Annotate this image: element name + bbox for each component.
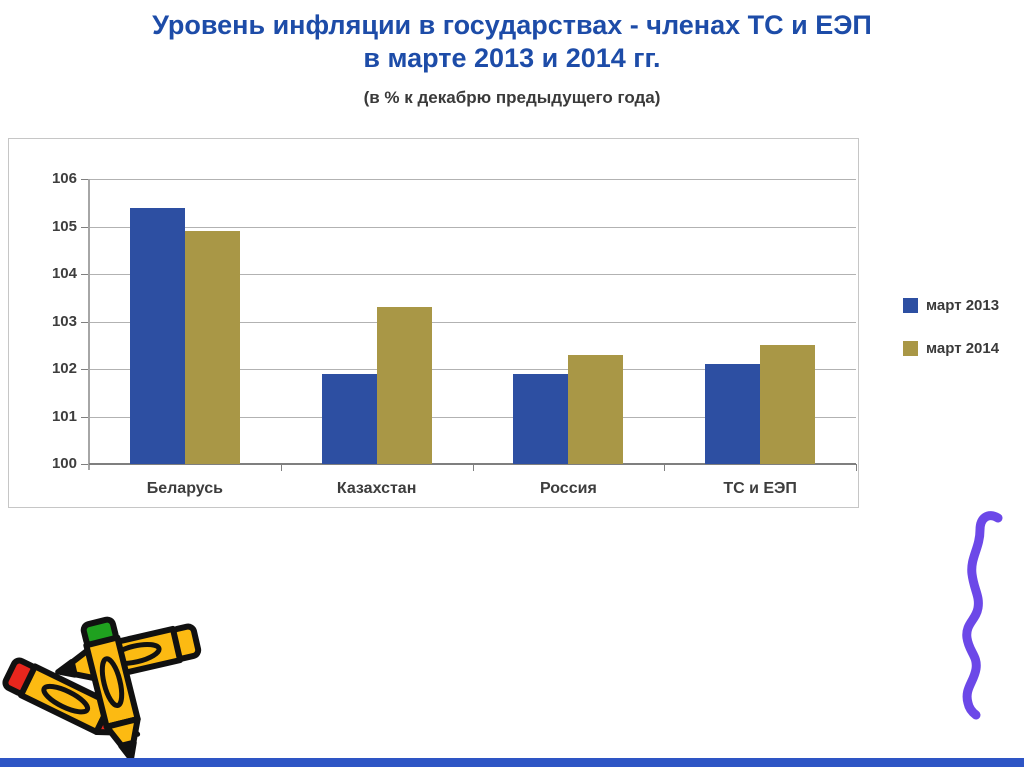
y-tick-label: 101 xyxy=(51,407,77,425)
y-axis-line xyxy=(88,179,90,470)
bar xyxy=(129,207,185,464)
legend-label: март 2014 xyxy=(926,340,1000,357)
gridline xyxy=(89,321,856,323)
legend-item: март 2014 xyxy=(903,340,999,357)
legend-item: март 2013 xyxy=(903,297,999,314)
legend-swatch-icon xyxy=(903,298,918,313)
x-tick-mark xyxy=(280,464,282,471)
x-tick-mark xyxy=(856,464,857,471)
bar xyxy=(184,231,240,464)
slide-title-line2: в марте 2013 и 2014 гг. xyxy=(363,43,661,73)
legend-swatch-icon xyxy=(903,341,918,356)
y-tick-mark xyxy=(81,321,89,323)
legend-label: март 2013 xyxy=(926,297,1000,314)
y-tick-label: 105 xyxy=(51,217,77,235)
bar xyxy=(568,354,624,464)
x-tick-mark xyxy=(472,464,474,471)
bar xyxy=(705,364,761,464)
bar xyxy=(513,373,569,464)
slide-subtitle: (в % к декабрю предыдущего года) xyxy=(363,88,661,107)
crossed-crayons-icon xyxy=(2,616,202,763)
category-label: ТС и ЕЭП xyxy=(723,480,797,497)
gridline xyxy=(89,274,856,275)
gridline xyxy=(89,179,856,180)
bar xyxy=(321,373,377,464)
purple-squiggle-path xyxy=(962,511,1003,720)
slide-title-line1: Уровень инфляции в государствах - членах… xyxy=(152,10,872,40)
y-tick-mark xyxy=(81,369,89,370)
y-tick-mark xyxy=(81,179,89,180)
gridline xyxy=(89,416,856,418)
y-tick-mark xyxy=(81,274,89,275)
y-tick-label: 104 xyxy=(51,265,77,282)
category-label: Беларусь xyxy=(146,480,224,497)
bottom-bar xyxy=(0,758,1024,767)
y-tick-mark xyxy=(81,226,89,228)
purple-squiggle-icon xyxy=(962,511,1003,720)
y-tick-mark xyxy=(81,416,89,418)
y-tick-label: 103 xyxy=(51,312,77,330)
y-tick-label: 106 xyxy=(51,170,77,187)
gridline xyxy=(89,369,856,370)
bar xyxy=(376,307,432,464)
x-tick-mark xyxy=(664,464,666,471)
category-label: Россия xyxy=(539,480,597,497)
bar xyxy=(760,345,816,464)
y-tick-mark xyxy=(81,464,89,465)
slide-title: Уровень инфляции в государствах - членах… xyxy=(0,9,1024,75)
chart-legend: март 2013 март 2014 xyxy=(903,297,999,383)
chart-area: 100 101 102 103 104 105 106 Беларусь Казахстан Ро… xyxy=(8,138,859,508)
y-tick-label: 100 xyxy=(51,455,77,472)
category-label: Казахстан xyxy=(336,480,417,497)
gridline xyxy=(89,226,856,228)
y-tick-label: 102 xyxy=(51,360,77,377)
